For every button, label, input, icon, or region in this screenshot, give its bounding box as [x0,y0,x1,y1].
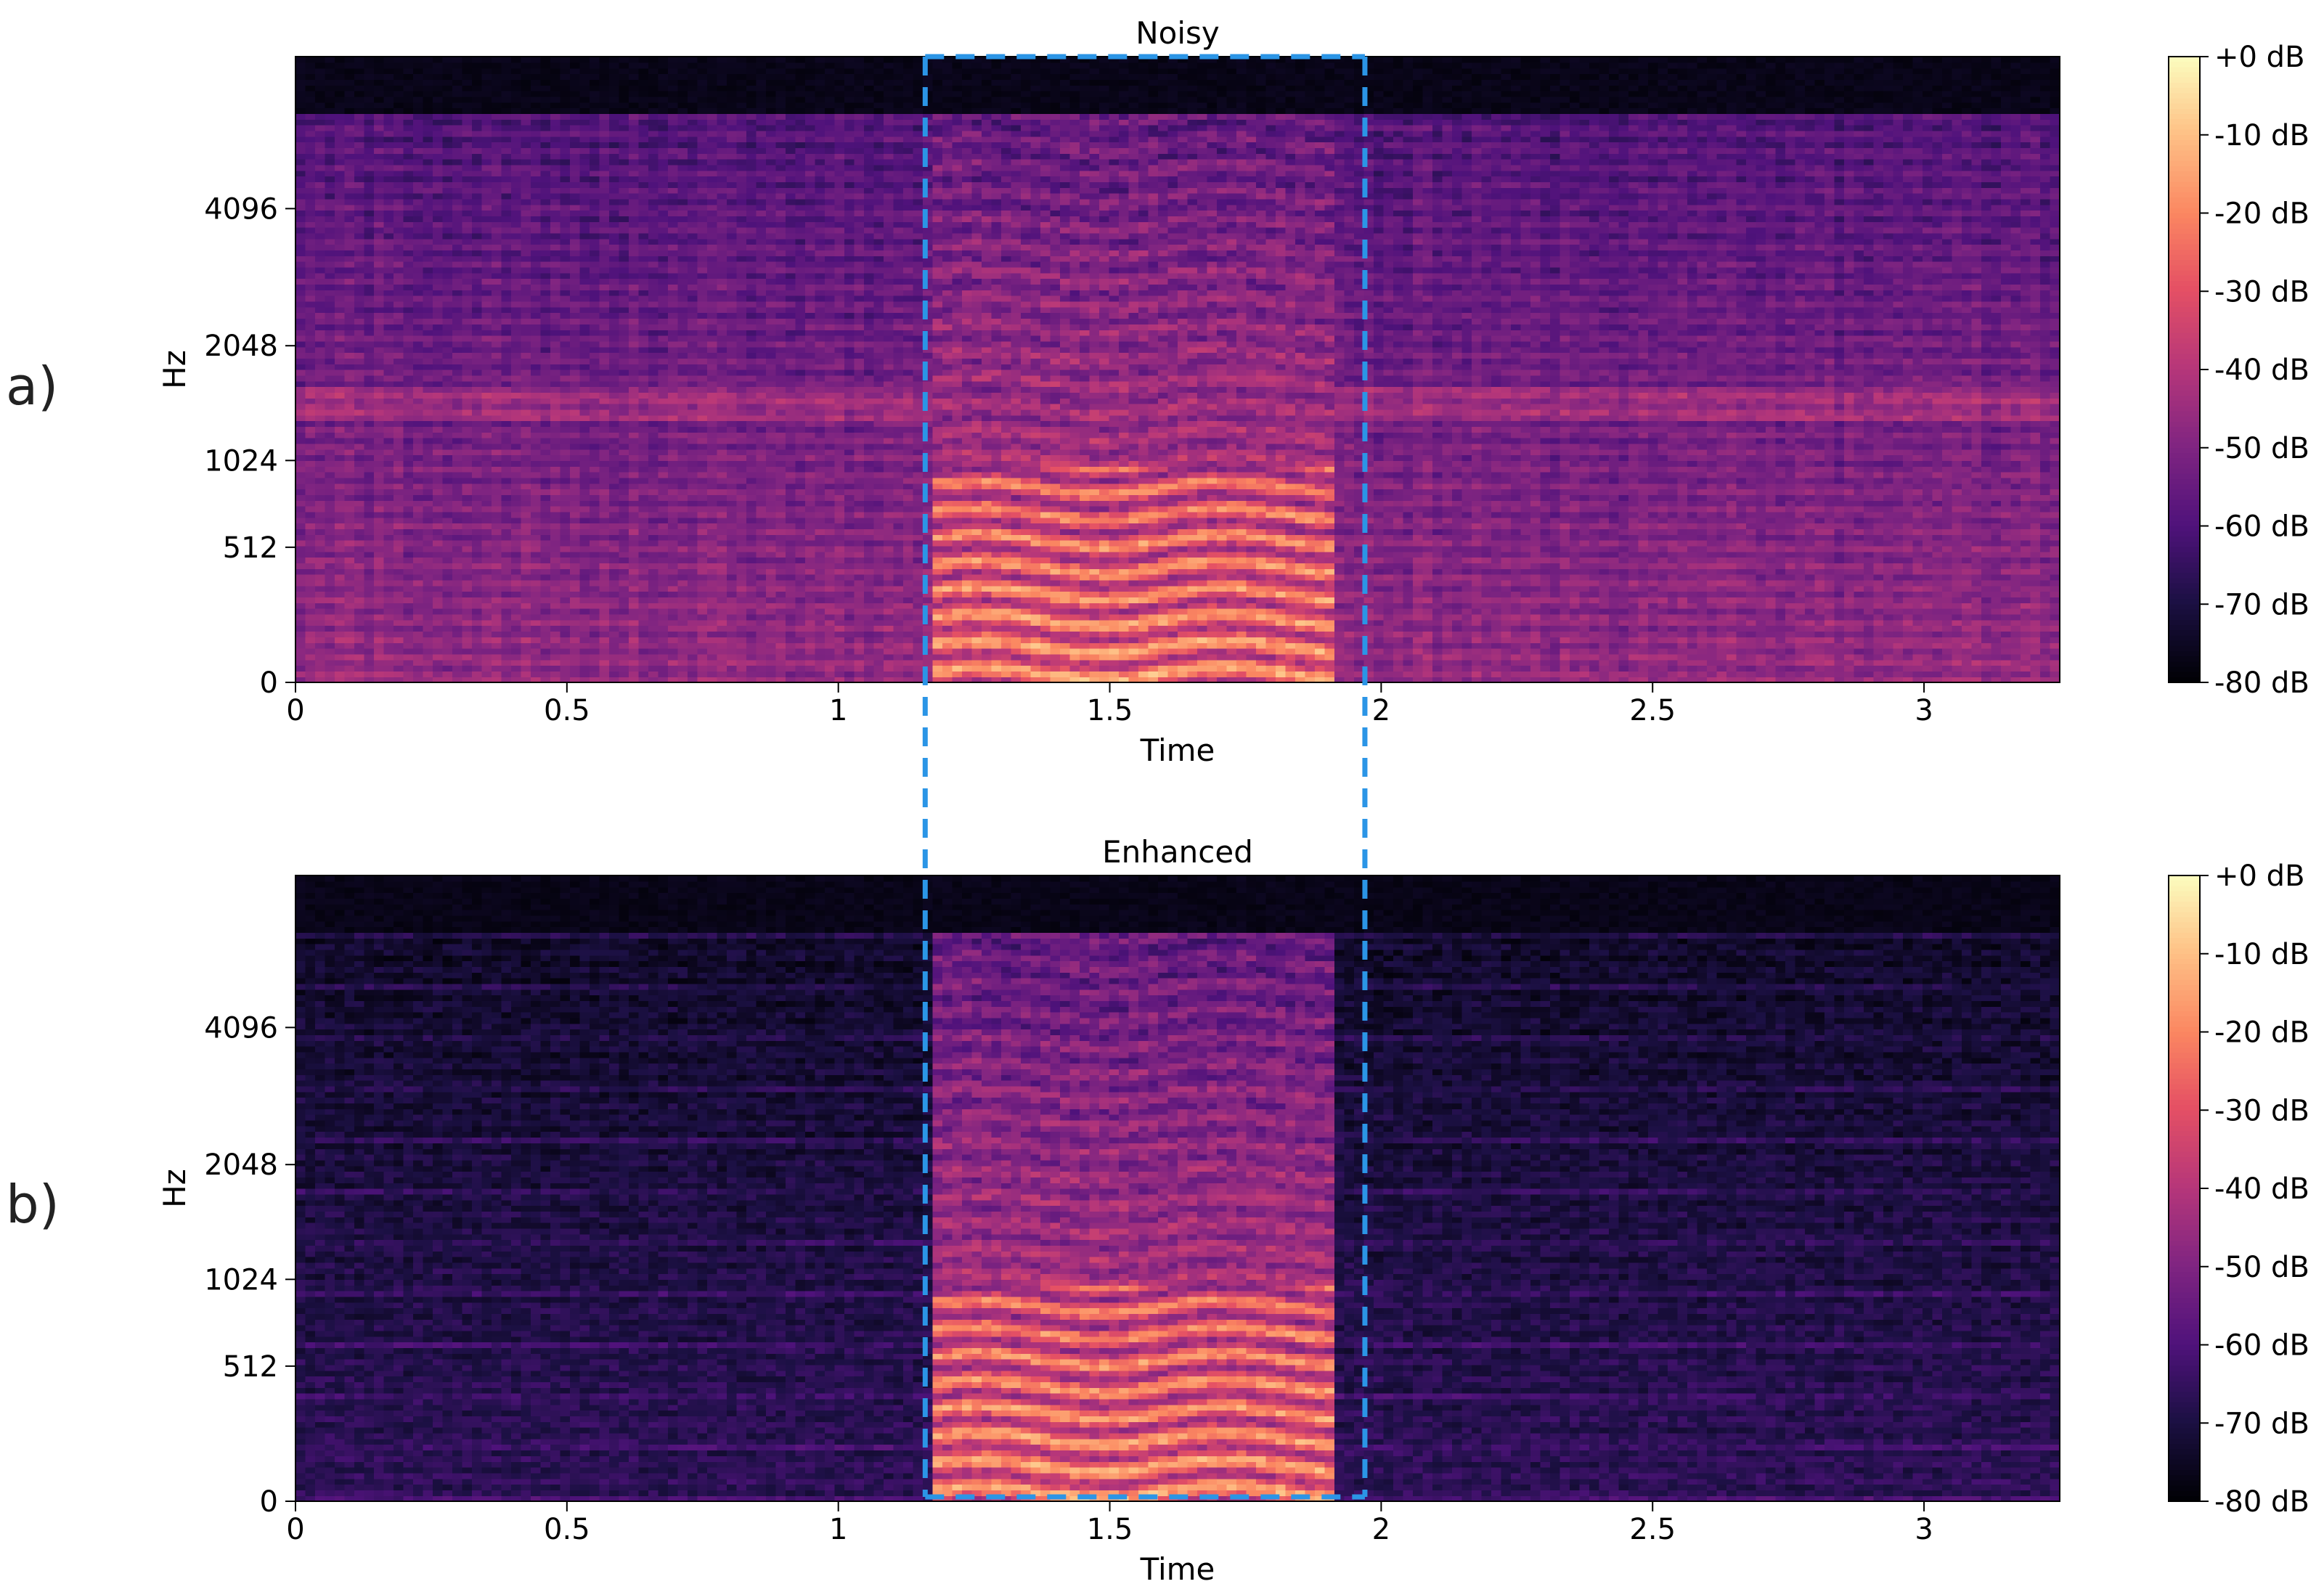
colorbar-tick-label: -30 dB [2214,1094,2309,1127]
y-tick-label: 1024 [204,444,278,478]
colorbar-tick-label: -80 dB [2214,1485,2309,1519]
y-tick-label: 4096 [204,1011,278,1045]
x-tick-label: 0 [286,694,304,727]
x-axis-label: Time [1140,732,1215,768]
x-tick-label: 2.5 [1629,1513,1676,1546]
colorbar-tick-label: -10 dB [2214,119,2309,152]
x-tick-label: 0 [286,1513,304,1546]
y-tick-label: 2048 [204,1148,278,1182]
x-tick-label: 2.5 [1629,694,1676,727]
y-tick-label: 0 [260,1485,278,1519]
colorbar-tick-label: -10 dB [2214,938,2309,971]
y-axis-label: Hz [157,1169,192,1208]
y-tick-label: 4096 [204,192,278,226]
colorbar-tick-label: -50 dB [2214,1251,2309,1284]
x-tick-label: 3 [1915,694,1933,727]
spectrogram-cells [295,875,2060,1502]
colorbar-tick-label: -70 dB [2214,588,2309,621]
y-tick-label: 1024 [204,1263,278,1297]
colorbar [2169,875,2200,1502]
x-tick-label: 1 [829,1513,847,1546]
colorbar-tick-label: -40 dB [2214,354,2309,387]
colorbar [2169,57,2200,683]
colorbar-tick-label: -50 dB [2214,432,2309,465]
colorbar-tick-label: -20 dB [2214,1016,2309,1050]
x-tick-label: 0.5 [544,694,590,727]
x-tick-label: 2 [1372,1513,1390,1546]
x-tick-label: 0.5 [544,1513,590,1546]
y-tick-label: 0 [260,666,278,700]
spectrogram-cells [295,57,2060,683]
y-tick-label: 512 [223,531,278,565]
y-tick-label: 2048 [204,330,278,363]
y-axis-label: Hz [157,350,192,389]
x-tick-label: 1 [829,694,847,727]
colorbar-tick-label: -80 dB [2214,666,2309,700]
colorbar-tick-label: -40 dB [2214,1172,2309,1206]
y-tick-label: 512 [223,1350,278,1384]
colorbar-tick-label: -20 dB [2214,197,2309,231]
colorbar-tick-label: -30 dB [2214,275,2309,309]
x-tick-label: 3 [1915,1513,1933,1546]
chart-title: Enhanced [1102,834,1253,870]
x-axis-label: Time [1140,1551,1215,1587]
colorbar-tick-label: -70 dB [2214,1407,2309,1440]
colorbar-tick-label: +0 dB [2214,860,2305,893]
x-tick-label: 1.5 [1087,1513,1133,1546]
spectrogram-panel-2: 0 0.5 1 1.5 2 2.5 3 0 512 1024 2048 4096 Enhanced Tim… [157,834,2309,1587]
spectrogram-panel-1: 0 0.5 1 1.5 2 2.5 3 0 512 1024 2048 4096 Noisy Time Hz… [157,15,2309,768]
x-tick-label: 2 [1372,694,1390,727]
chart-title: Noisy [1136,15,1220,51]
x-tick-label: 1.5 [1087,694,1133,727]
colorbar-tick-label: +0 dB [2214,41,2305,74]
colorbar-tick-label: -60 dB [2214,1329,2309,1363]
colorbar-tick-label: -60 dB [2214,510,2309,544]
